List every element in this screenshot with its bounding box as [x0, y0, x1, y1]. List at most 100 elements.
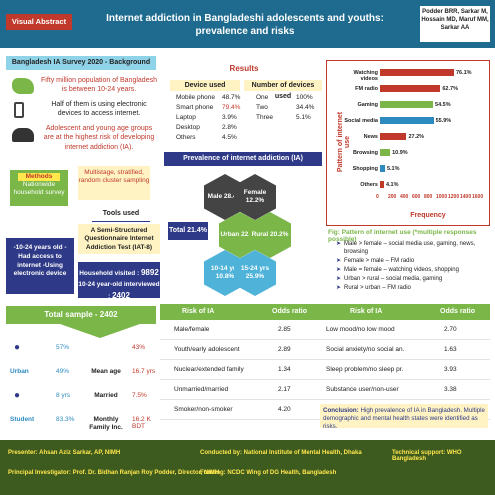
footer-presenter: Presenter: Ahsan Aziz Sarkar, AP, NIMH	[8, 450, 121, 456]
risk-left: Male/female	[174, 326, 210, 333]
chart-bar	[380, 165, 385, 172]
chart-bar	[380, 133, 407, 140]
tools-title: Tools used	[92, 210, 150, 222]
risk-table-head: Risk of IA Odds ratio Risk of IA Odds ra…	[160, 304, 490, 320]
chart-xlabel: Frequency	[410, 212, 446, 219]
findings-list: ➤ Male > female – social media use, gamin…	[336, 240, 492, 294]
interviewed-value: 2402	[112, 291, 130, 301]
household-value: 9892	[140, 268, 159, 277]
or-left: 1.34	[278, 366, 291, 373]
chart-bar	[380, 85, 441, 92]
chart-category-label: Shopping	[352, 166, 378, 172]
prevalence-total: Total 21.4%	[168, 222, 208, 240]
conclusion-box: Conclusion: High prevalence of IA in Ban…	[320, 404, 488, 431]
chart-data-label: 5.1%	[386, 166, 400, 172]
device-row: Mobile phone 48.7%	[176, 94, 242, 104]
device-list: Mobile phone 48.7% Smart phone 79.4% Laptop 3…	[176, 94, 242, 144]
stat-left: 57%	[56, 344, 70, 351]
device-head: Device used	[170, 80, 240, 91]
stat-label: Married	[94, 392, 118, 399]
count-name: One	[256, 94, 269, 101]
or-left: 4.20	[278, 406, 291, 413]
prevalence-title: Prevalence of internet addiction (IA)	[164, 152, 322, 166]
device-name: Others	[176, 134, 196, 141]
chart-plot: Watching videos 76.1% FM radio 62.7% Gaming 5…	[340, 64, 488, 204]
risk-left: Youth/early adolescent	[174, 346, 240, 353]
risk-right: Low mood/no low mood	[326, 326, 395, 333]
people-icon	[12, 128, 34, 142]
footer-pi: Principal Investigator: Prof. Dr. Bidhan…	[8, 470, 220, 476]
count-pct: 34.4%	[296, 104, 315, 111]
chart-data-label: 54.5%	[435, 102, 451, 108]
phone-icon	[14, 102, 24, 118]
conclusion-text: High prevalence of IA in Bangladesh. Mul…	[323, 407, 485, 431]
table-row: Nuclear/extended family 1.34 Sleep problem…	[160, 360, 490, 380]
count-head: Number of devices used	[244, 80, 322, 100]
risk-right: Social anxiety/no social an.	[326, 346, 405, 353]
background-p1: Fifty million population of Bangladesh i…	[41, 77, 157, 94]
person-icon: ●	[14, 342, 21, 353]
chart-xtick: 800	[424, 194, 433, 200]
device-pct: 4.5%	[222, 134, 237, 141]
or-left: 2.89	[278, 346, 291, 353]
risk-right: Substance user/non-user	[326, 386, 399, 393]
chart-xticks: 0 200 400 600 800 1000 1200 1400 1600	[376, 194, 483, 204]
chart-xtick: 1200	[448, 194, 460, 200]
chart-data-label: 27.2%	[408, 134, 425, 140]
chart-data-label: 10.9%	[392, 150, 408, 156]
chart-bar	[380, 149, 391, 156]
chart-xtick: 1600	[472, 194, 484, 200]
authors-box: Podder BRR, Sarkar M, Hossain MD, Maruf …	[420, 6, 490, 42]
or-right: 3.38	[444, 386, 457, 393]
device-name: Desktop	[176, 124, 200, 131]
or-left: 2.85	[278, 326, 291, 333]
footer-conducted: Conducted by: National Institute of Ment…	[200, 450, 362, 456]
or-left: 2.17	[278, 386, 291, 393]
person-icon: ●	[14, 390, 21, 401]
hex-rural: Rural 20.2%	[249, 212, 291, 258]
chart-xtick: 600	[412, 194, 421, 200]
chart-frame	[326, 60, 490, 226]
chart-xtick: 0	[376, 194, 379, 200]
finding-item: ➤ Urban > rural – social media, gaming	[336, 275, 492, 283]
finding-text: Urban > rural – social media, gaming	[344, 276, 443, 283]
visits-box: Household visited : 9892 10-24 year-old …	[78, 262, 160, 301]
chart-category-label: Watching videos	[353, 70, 378, 82]
stat-label: Monthly Family Inc.	[89, 416, 123, 431]
bullet-icon: ➤	[336, 241, 342, 247]
sample-arrow	[60, 324, 140, 338]
background-p3: Adolescent and young age groups are at t…	[43, 125, 155, 151]
bullet-icon: ➤	[336, 276, 342, 283]
device-name: Smart phone	[176, 104, 214, 111]
methods-value: Nationwide household survey	[13, 181, 65, 197]
finding-text: Female > male – FM radio	[344, 258, 415, 265]
methods-box: Methods Nationwide household survey	[10, 170, 68, 206]
stat-right: 16.2 K BDT	[132, 416, 151, 430]
chart-xtick: 1000	[436, 194, 448, 200]
results-title: Results	[229, 64, 259, 73]
stat-left: 8 yrs	[56, 392, 71, 399]
bullet-icon: ➤	[336, 267, 342, 274]
stat-right: 16.7 yrs	[132, 368, 156, 375]
page-title: Internet addiction in Bangladeshi adoles…	[106, 13, 384, 37]
stat-left-label: Urban	[10, 368, 29, 375]
sample-stats: ● 57% 43% Urban 49% Mean age 16.7 yrs ● 8 yrs Mar…	[6, 340, 156, 432]
finding-item: ➤ Male > female – social media use, gamin…	[336, 240, 492, 256]
count-list: One 100% Two 34.4% Three 5.1%	[256, 94, 320, 124]
finding-text: Male = female – watching videos, shoppin…	[344, 267, 459, 274]
finding-item: ➤ Rural > urban – FM radio	[336, 284, 492, 292]
finding-text: Male > female – social media use, gaming…	[344, 241, 476, 256]
eligibility-box: -10-24 years old -Had access to internet…	[6, 238, 74, 294]
device-pct: 2.8%	[222, 124, 237, 131]
or-head-left: Odds ratio	[272, 308, 308, 315]
footer-support: Technical support: WHO Bangladesh	[392, 450, 462, 462]
chart-category-label: Social media	[344, 118, 378, 124]
or-right: 1.63	[444, 346, 457, 353]
device-name: Mobile phone	[176, 94, 216, 101]
map-icon	[12, 78, 34, 94]
footer-funding: Funding: NCDC Wing of DG Health, Banglad…	[200, 470, 337, 476]
finding-item: ➤ Female > male – FM radio	[336, 257, 492, 265]
sampling-box: Multistage, stratified, random cluster s…	[78, 166, 150, 200]
finding-item: ➤ Male = female – watching videos, shoppi…	[336, 266, 492, 274]
count-pct: 5.1%	[296, 114, 311, 121]
